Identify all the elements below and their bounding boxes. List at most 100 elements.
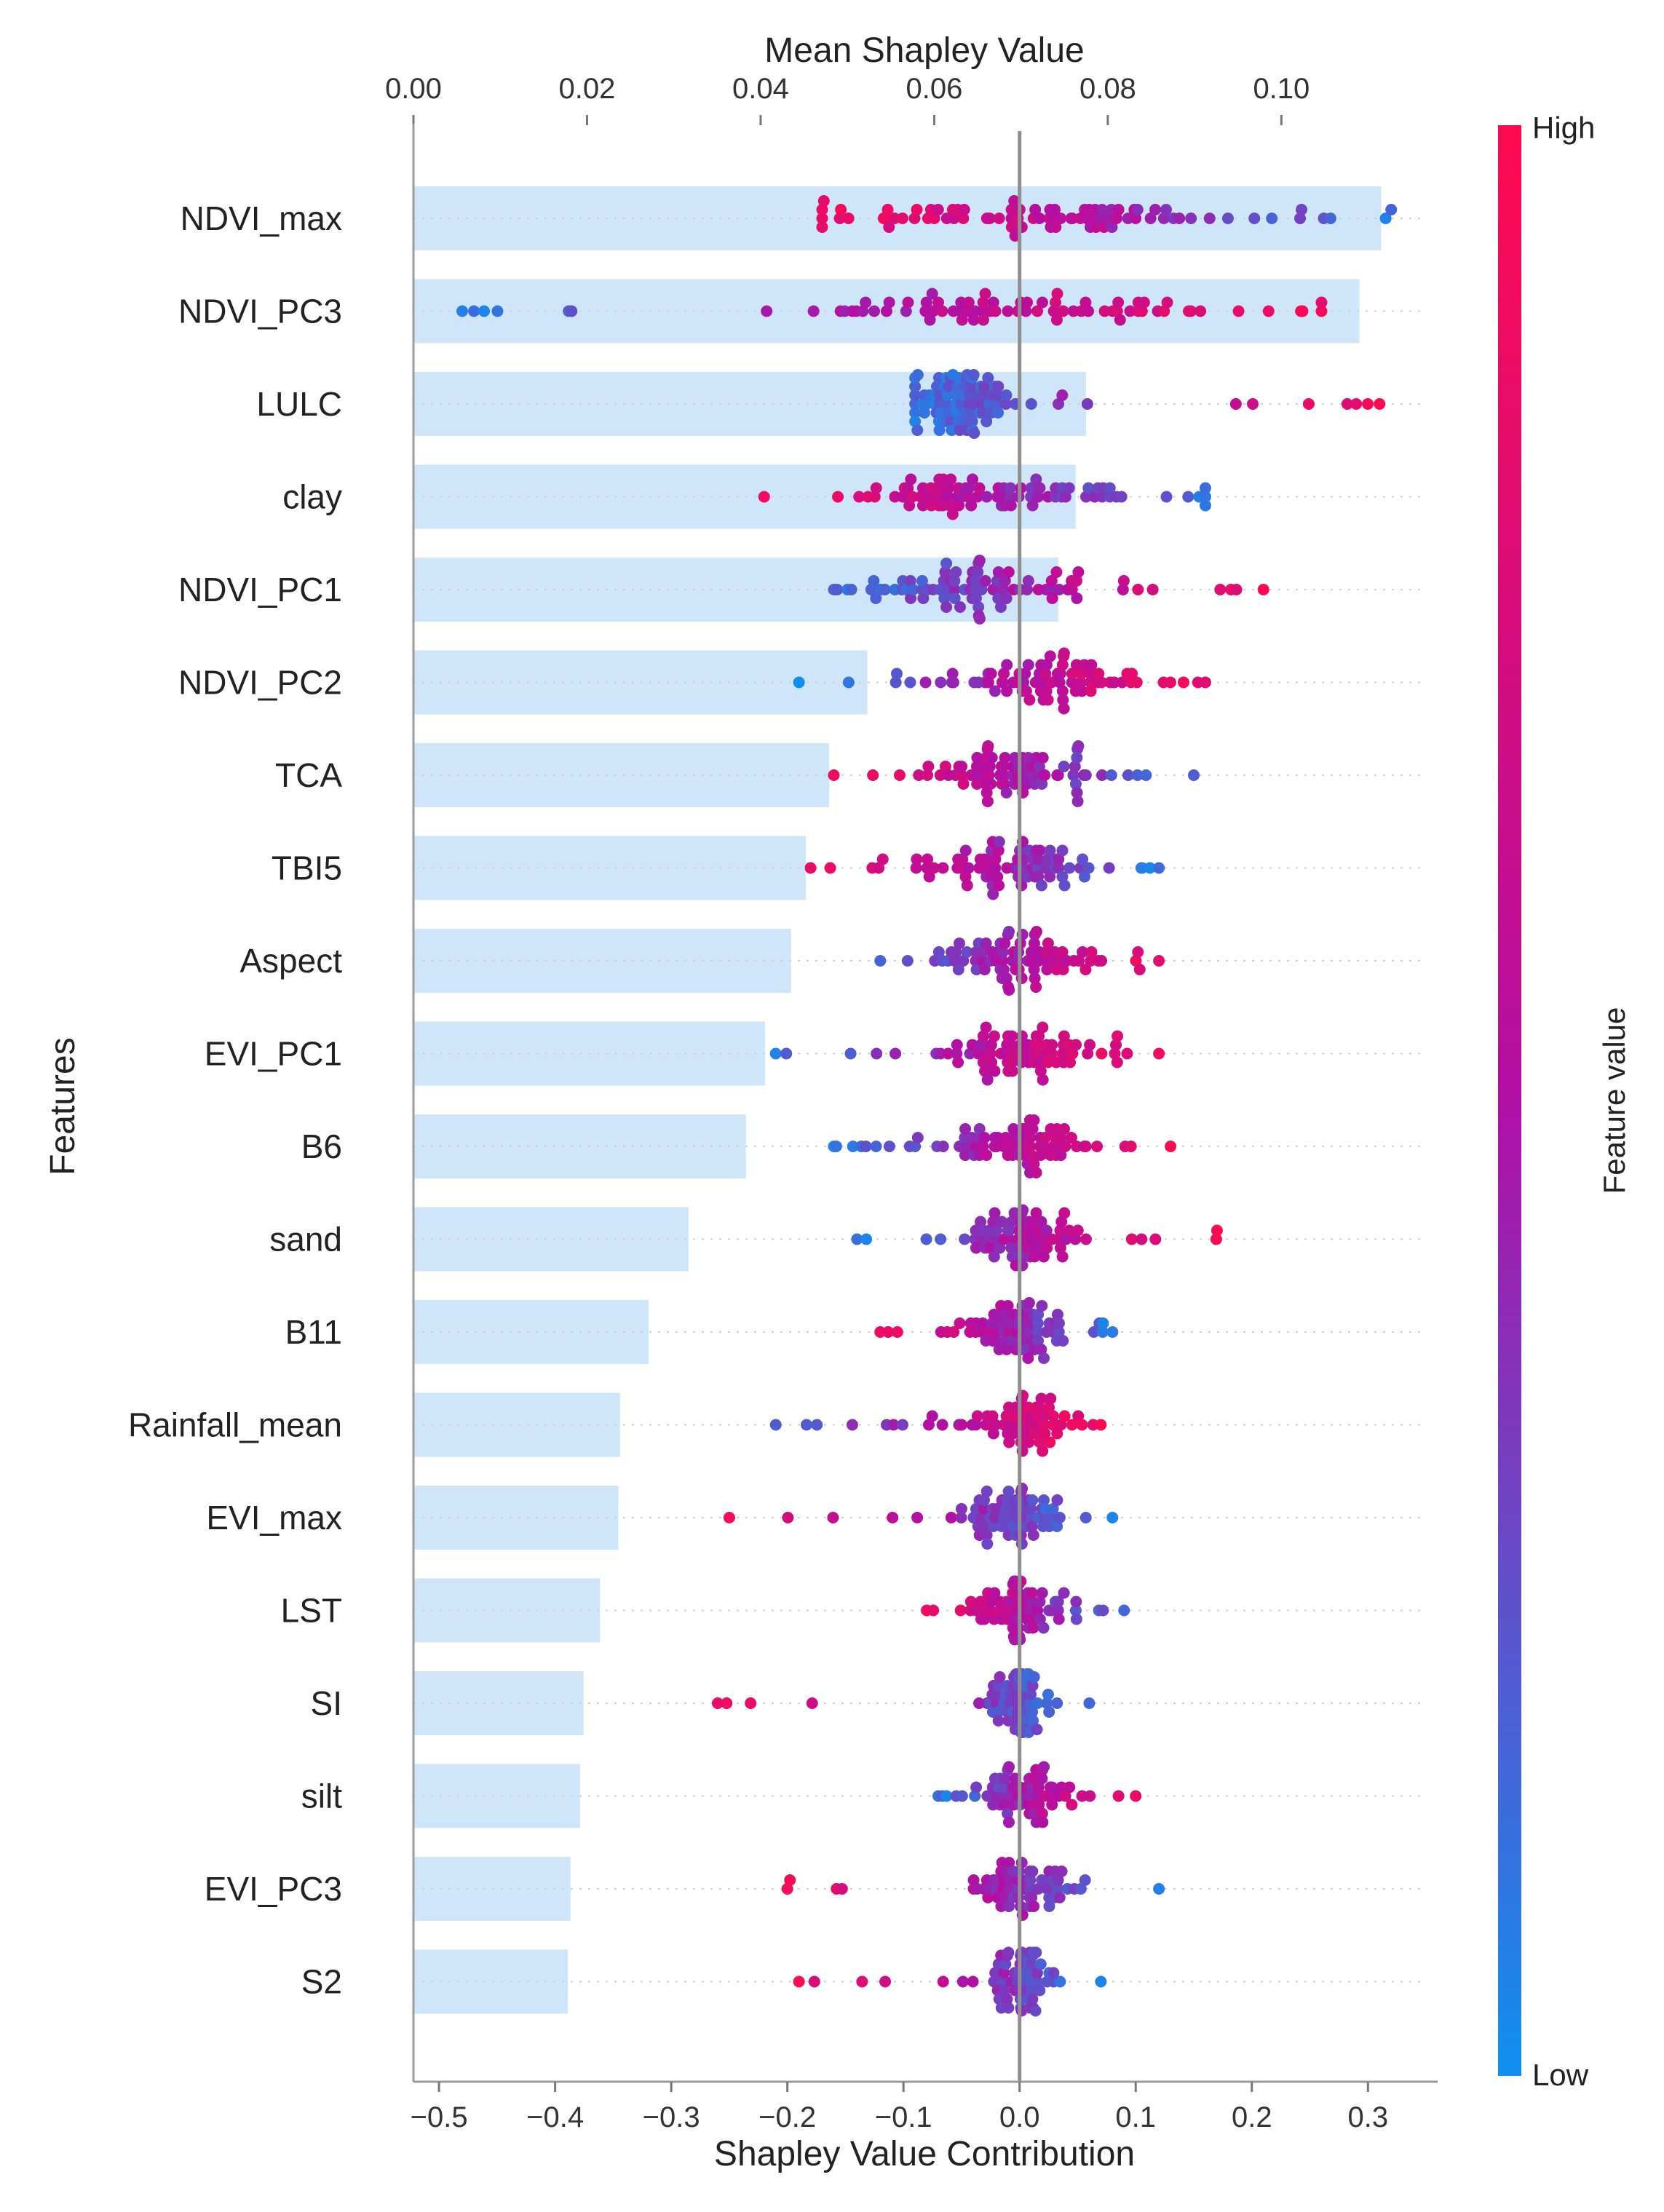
shap-point — [1058, 1123, 1071, 1135]
shap-point — [1026, 1892, 1038, 1903]
shap-point — [1026, 1706, 1039, 1718]
shap-point — [989, 862, 1002, 874]
mean-shap-bar — [413, 1300, 649, 1364]
shap-point — [940, 398, 953, 410]
shap-point — [784, 1874, 796, 1886]
shap-point — [1293, 213, 1306, 224]
shap-point — [920, 398, 932, 410]
shap-point — [1025, 1984, 1037, 1997]
shap-point — [952, 964, 964, 975]
shap-point — [911, 424, 924, 436]
shap-point — [1096, 676, 1108, 689]
top-tick-label: 0.02 — [559, 73, 616, 105]
shap-point — [978, 1503, 990, 1515]
shap-point — [948, 584, 961, 595]
shap-point — [857, 305, 869, 317]
shap-point — [1067, 769, 1079, 781]
shap-point — [1023, 694, 1036, 706]
shap-point — [1362, 398, 1374, 410]
shap-point — [966, 416, 978, 427]
shap-point — [782, 1512, 794, 1523]
shap-point — [1006, 1335, 1018, 1347]
shap-point — [1031, 853, 1044, 865]
shap-point — [971, 778, 983, 790]
shap-point — [1214, 584, 1227, 595]
feature-label: B6 — [301, 1127, 342, 1165]
shap-point — [1043, 1706, 1055, 1718]
shap-point — [1041, 1242, 1053, 1254]
shap-point — [1112, 204, 1125, 215]
shap-point — [978, 1494, 991, 1506]
shap-point — [1060, 1233, 1072, 1245]
shap-point — [957, 955, 970, 967]
shap-point — [900, 305, 912, 317]
shap-point — [934, 769, 946, 781]
shap-point — [984, 1047, 997, 1060]
feature-label: SI — [311, 1684, 342, 1722]
shap-point — [1056, 871, 1069, 883]
shap-point — [988, 1250, 1000, 1263]
shap-point — [1050, 314, 1063, 326]
shap-point — [943, 407, 955, 419]
shap-point — [1055, 1132, 1067, 1143]
shap-point — [1056, 389, 1069, 401]
shap-point — [1053, 676, 1066, 689]
shap-point — [1194, 305, 1207, 317]
shap-point — [1230, 584, 1243, 595]
shap-point — [1028, 964, 1040, 975]
shap-point — [1006, 1065, 1018, 1077]
shap-point — [1039, 667, 1052, 680]
shap-point — [973, 1123, 986, 1135]
shap-point — [1149, 1233, 1162, 1245]
shap-point — [990, 1326, 1002, 1338]
shap-point — [961, 946, 973, 958]
shap-point — [1188, 769, 1200, 781]
shap-point — [922, 853, 934, 865]
shap-point — [991, 1224, 1003, 1237]
shap-point — [978, 964, 991, 975]
shap-point — [1185, 213, 1197, 224]
shap-point — [1324, 213, 1336, 224]
bottom-tick-label: 0.1 — [1115, 2101, 1156, 2133]
shap-point — [1199, 482, 1211, 494]
shap-point — [807, 305, 820, 317]
shap-point — [1052, 1595, 1064, 1608]
bottom-axis-title: Shapley Value Contribution — [714, 2135, 1135, 2173]
shap-point — [999, 1309, 1012, 1320]
shap-point — [938, 592, 951, 604]
shap-point — [1037, 1021, 1049, 1034]
shap-point — [1130, 213, 1142, 224]
shap-point — [956, 1975, 969, 1988]
shap-point — [967, 473, 979, 485]
shap-point — [948, 575, 961, 587]
shap-point — [879, 584, 891, 595]
shap-point — [1033, 1401, 1045, 1414]
shap-point — [942, 1047, 954, 1060]
shap-point — [1070, 1613, 1082, 1625]
shap-point — [977, 1141, 989, 1152]
shap-point — [1052, 1874, 1064, 1886]
shap-point — [989, 1587, 1001, 1599]
shap-point — [1026, 1494, 1039, 1506]
shap-point — [811, 1419, 823, 1431]
shap-point — [1002, 566, 1015, 578]
shap-point — [1004, 1874, 1016, 1886]
shap-point — [1073, 955, 1085, 967]
shap-point — [973, 482, 986, 494]
shap-point — [984, 1242, 997, 1254]
shap-point — [1248, 213, 1261, 224]
shap-point — [1071, 1224, 1084, 1237]
shap-point — [1096, 769, 1108, 781]
shap-point — [1121, 1047, 1133, 1060]
shap-point — [997, 761, 1010, 772]
shap-point — [989, 853, 1002, 865]
feature-label: TBI5 — [272, 849, 342, 887]
shap-point — [1056, 844, 1069, 857]
shap-point — [993, 213, 1005, 224]
shap-point — [833, 213, 846, 224]
shap-point — [1085, 685, 1097, 697]
shap-point — [1079, 1141, 1092, 1152]
shap-point — [1070, 1039, 1082, 1051]
colorbar-low-label: Low — [1532, 2058, 1589, 2092]
shap-point — [946, 508, 959, 520]
